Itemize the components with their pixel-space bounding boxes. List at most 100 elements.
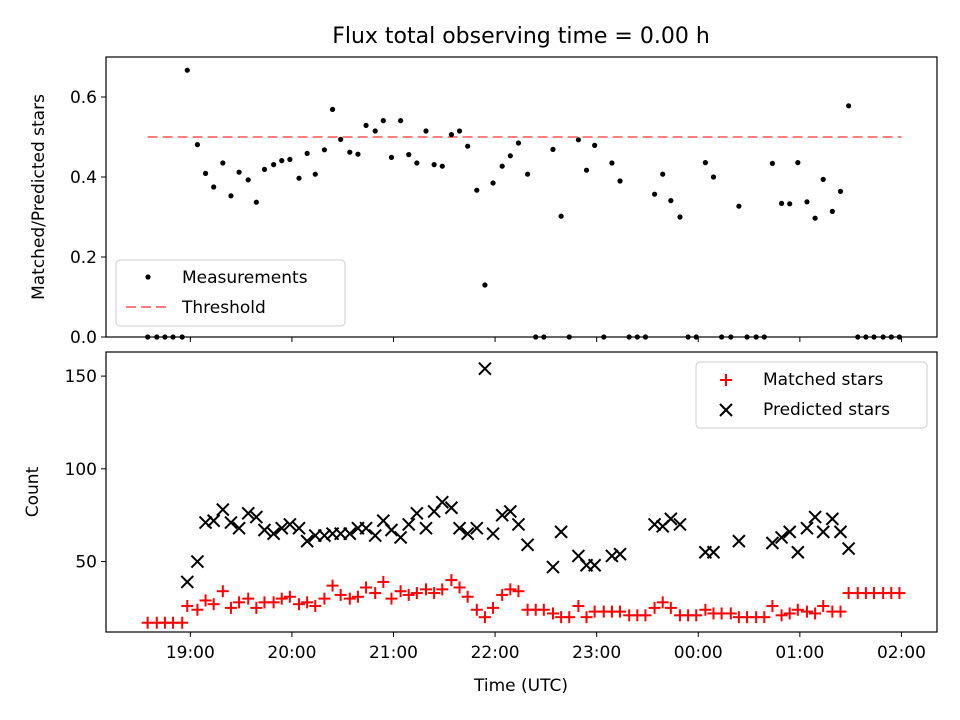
predicted-star-point xyxy=(410,506,424,521)
measurement-point xyxy=(820,176,826,182)
matched-star-point xyxy=(800,605,813,618)
matched-star-point xyxy=(580,611,593,624)
measurement-point xyxy=(829,208,835,214)
predicted-star-point xyxy=(478,361,492,376)
measurement-point xyxy=(236,169,242,175)
measurement-point xyxy=(414,160,420,166)
measurement-point xyxy=(312,171,318,177)
predicted-star-point xyxy=(765,536,780,550)
matched-star-point xyxy=(410,587,423,600)
measurement-point xyxy=(271,162,277,168)
predicted-star-point xyxy=(266,527,281,541)
measurement-point xyxy=(710,174,717,180)
x-axis-label: Time (UTC) xyxy=(473,676,568,696)
predicted-star-point xyxy=(503,504,518,519)
matched-star-point xyxy=(478,611,491,624)
x-tick-label: 02:00 xyxy=(877,643,926,663)
matched-star-point xyxy=(690,609,703,622)
measurement-point xyxy=(423,128,429,134)
measurement-point xyxy=(482,282,488,288)
matched-star-point xyxy=(199,594,212,607)
count-x-ticks: 19:00 20:00 21:00 22:00 23:00 00:00 01:00 02:00 xyxy=(166,632,926,663)
ratio-plot-frame xyxy=(105,56,938,338)
matched-star-point xyxy=(343,592,356,605)
predicted-star-point xyxy=(402,517,416,532)
matched-star-point xyxy=(834,605,847,618)
ratio-legend: Measurements Threshold xyxy=(115,259,346,327)
measurement-point xyxy=(651,191,658,197)
predicted-star-point xyxy=(435,495,449,509)
legend-marker-measurements xyxy=(145,274,151,280)
predicted-star-point xyxy=(816,525,830,539)
measurement-point xyxy=(406,152,412,158)
y-tick-label: 0.6 xyxy=(70,88,97,108)
matched-star-point xyxy=(639,609,652,622)
measurement-point xyxy=(220,160,226,166)
x-tick-label: 00:00 xyxy=(674,643,723,663)
measurement-point xyxy=(499,163,505,169)
predicted-star-point xyxy=(180,575,194,589)
predicted-star-point xyxy=(774,530,789,545)
matched-star-point xyxy=(293,598,306,611)
legend-box xyxy=(115,259,346,327)
matched-star-point xyxy=(504,583,517,596)
measurement-point xyxy=(287,156,293,162)
predicted-star-point xyxy=(444,501,459,515)
matched-star-point xyxy=(301,596,314,609)
measurement-point xyxy=(550,146,556,152)
measurement-point xyxy=(380,118,386,124)
x-tick-label: 19:00 xyxy=(166,643,215,663)
measurement-point xyxy=(736,203,742,209)
matched-star-point xyxy=(809,607,822,620)
predicted-star-point xyxy=(587,558,602,572)
predicted-star-point xyxy=(198,515,213,530)
measurement-point xyxy=(846,103,852,109)
predicted-star-point xyxy=(791,545,805,559)
matched-star-point xyxy=(326,579,339,592)
predicted-star-point xyxy=(800,521,814,535)
matched-star-point xyxy=(394,585,407,598)
predicted-star-point xyxy=(732,534,746,548)
measurement-point xyxy=(660,171,666,177)
measurement-point xyxy=(261,166,268,172)
measurement-point xyxy=(184,67,190,73)
predicted-star-point xyxy=(664,512,678,526)
measurement-point xyxy=(558,213,564,219)
matched-star-point xyxy=(176,616,189,629)
matched-star-point xyxy=(369,587,382,600)
predicted-star-point xyxy=(384,523,399,537)
predicted-star-point xyxy=(782,525,797,539)
predicted-star-point xyxy=(419,521,433,535)
legend-label-predicted: Predicted stars xyxy=(763,400,890,420)
measurement-point xyxy=(490,180,496,186)
measurement-point xyxy=(398,118,404,124)
x-tick-label: 01:00 xyxy=(775,643,824,663)
matched-star-point xyxy=(420,583,433,596)
measurement-point xyxy=(253,199,259,205)
y-tick-label: 0.4 xyxy=(70,168,97,188)
measurement-point xyxy=(211,184,217,190)
measurement-point xyxy=(245,177,251,183)
matched-star-point xyxy=(512,585,525,598)
measurement-point xyxy=(304,150,310,156)
predicted-star-point xyxy=(673,517,687,532)
predicted-star-point xyxy=(511,517,526,532)
matched-star-point xyxy=(275,592,288,605)
predicted-star-point xyxy=(206,514,221,528)
measurement-point xyxy=(228,193,234,199)
y-axis-label-ratio: Matched/Predicted stars xyxy=(29,94,49,300)
measurement-point xyxy=(668,198,674,204)
measurement-point xyxy=(592,142,598,148)
matched-star-point xyxy=(351,590,364,603)
matched-star-point xyxy=(470,603,483,616)
predicted-star-point xyxy=(452,521,467,535)
predicted-star-point xyxy=(647,517,662,532)
measurement-point xyxy=(439,163,445,169)
measurement-point xyxy=(617,178,623,184)
measurement-point xyxy=(474,187,480,193)
matched-star-point xyxy=(775,609,788,622)
predicted-star-point xyxy=(605,549,619,563)
x-tick-label: 22:00 xyxy=(471,643,520,663)
predicted-star-point xyxy=(368,528,382,543)
